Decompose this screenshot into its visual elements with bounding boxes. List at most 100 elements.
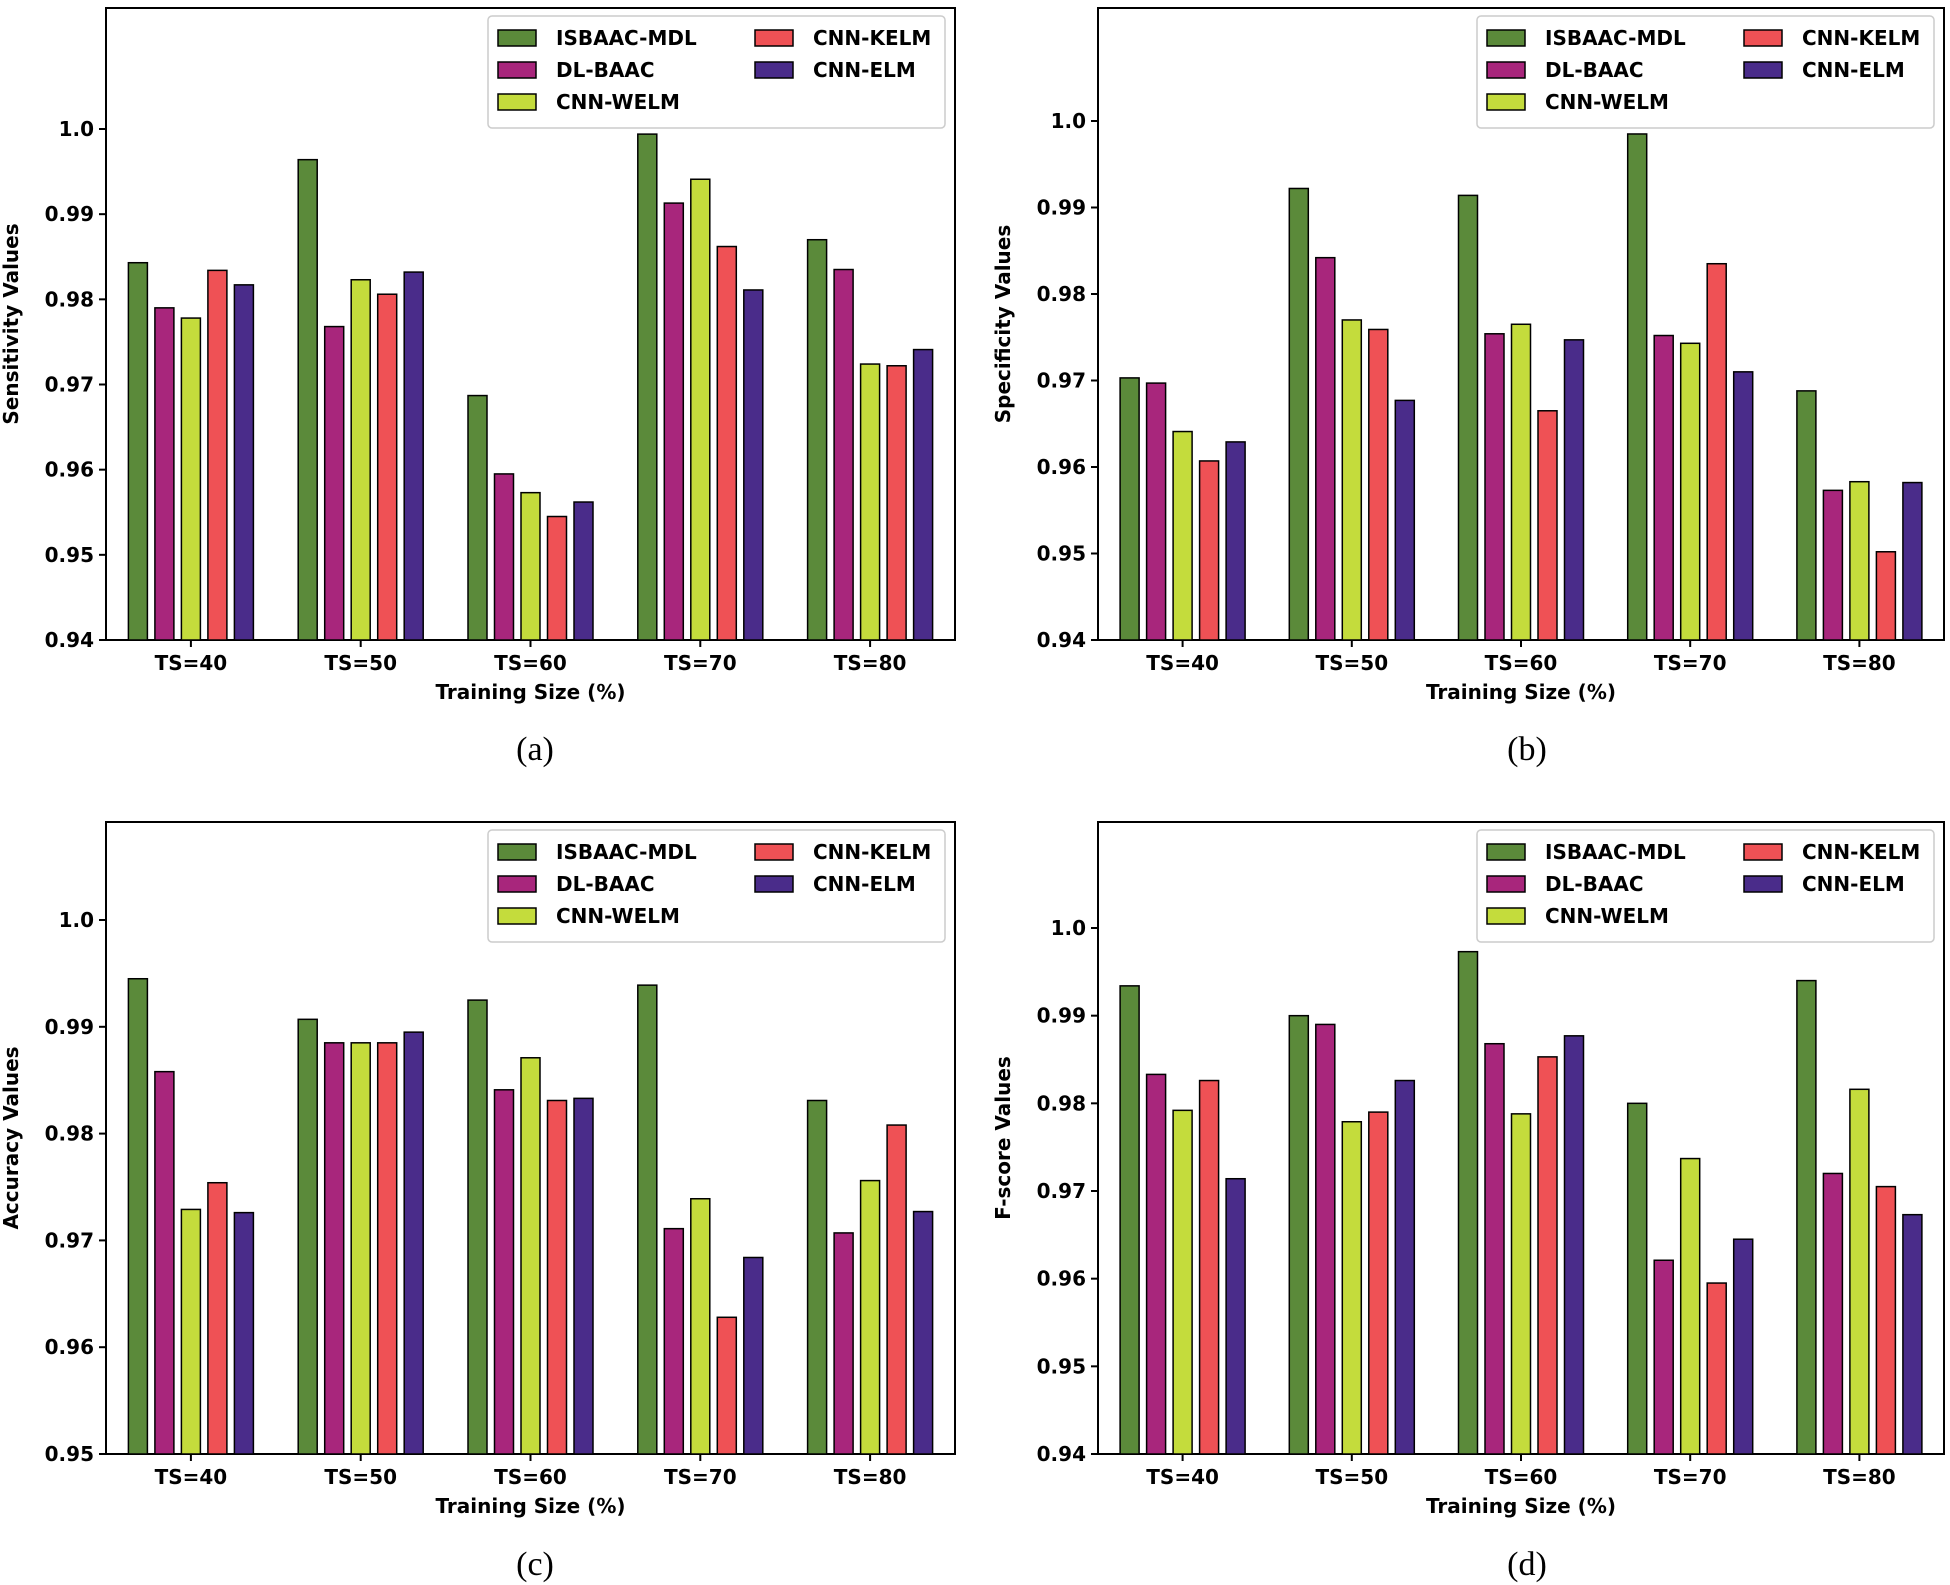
bar-cnn-kelm-ts70 (716, 245, 738, 641)
bar-cnn-elm-ts50 (403, 1031, 424, 1455)
x-tick-label: TS=60 (1485, 1465, 1558, 1489)
x-axis-label: Training Size (%) (1426, 1494, 1616, 1518)
bar-cnn-kelm-ts40 (207, 1181, 228, 1455)
bar-isbaac-mdl-ts50 (1288, 1014, 1310, 1455)
x-tick-label: TS=60 (1485, 651, 1558, 675)
y-tick-label: 0.97 (1037, 1179, 1086, 1203)
chart-panel-2: 0.94 0.95 0.96 0.97 0.98 0.99 1.0 TS=40 TS=50 TS=… (991, 7, 1945, 768)
legend-label: DL-BAAC (1545, 872, 1644, 896)
y-tick-label: 0.96 (45, 458, 94, 482)
bar-cnn-kelm-ts80 (1875, 551, 1897, 641)
bar-dl-baac-ts40 (1145, 382, 1167, 641)
y-tick-label: 0.96 (1037, 1267, 1086, 1291)
legend-swatch (1743, 61, 1783, 79)
y-tick-label: 0.99 (1037, 1004, 1086, 1028)
x-tick-label: TS=50 (324, 1465, 397, 1489)
legend-label: CNN-ELM (1802, 58, 1905, 82)
y-tick-label: 1.0 (59, 117, 94, 141)
bar-cnn-welm-ts40 (180, 317, 202, 641)
y-tick-label: 0.95 (45, 1442, 94, 1466)
bar-cnn-welm-ts70 (1679, 1157, 1701, 1455)
bar-isbaac-mdl-ts50 (1288, 187, 1310, 641)
bar-dl-baac-ts80 (833, 1232, 854, 1455)
legend-label: DL-BAAC (1545, 58, 1644, 82)
legend-label: ISBAAC-MDL (1545, 840, 1686, 864)
legend-swatch (1743, 843, 1783, 861)
legend-swatch (754, 875, 794, 893)
legend: ISBAAC-MDL DL-BAAC CNN-WELM CNN-KELM CNN-ELM (487, 15, 946, 129)
x-tick-label: TS=80 (1823, 651, 1896, 675)
legend-label: CNN-WELM (556, 90, 680, 114)
bar-cnn-welm-ts50 (350, 1042, 371, 1455)
legend-swatch (1486, 843, 1526, 861)
bar-isbaac-mdl-ts80 (1796, 979, 1817, 1455)
legend-label: CNN-WELM (1545, 90, 1669, 114)
bar-isbaac-mdl-ts40 (1119, 377, 1140, 641)
x-tick-label: TS=70 (664, 1465, 737, 1489)
y-tick-label: 0.99 (45, 1015, 94, 1039)
y-tick-label: 1.0 (1051, 109, 1086, 133)
x-tick-label: TS=40 (155, 651, 228, 675)
legend-swatch (497, 907, 537, 925)
legend-frame (487, 829, 946, 943)
bar-cnn-kelm-ts70 (716, 1316, 738, 1455)
legend: ISBAAC-MDL DL-BAAC CNN-WELM CNN-KELM CNN-ELM (487, 829, 946, 943)
bar-isbaac-mdl-ts40 (1119, 985, 1140, 1455)
legend-label: DL-BAAC (556, 872, 655, 896)
bar-cnn-kelm-ts80 (886, 365, 907, 641)
panel-caption: (c) (516, 1546, 554, 1583)
bar-isbaac-mdl-ts80 (1796, 390, 1817, 641)
chart-panel-4: 0.94 0.95 0.96 0.97 0.98 0.99 1.0 TS=40 TS=50 TS=… (991, 821, 1945, 1583)
bar-cnn-kelm-ts60 (1537, 410, 1558, 641)
legend-label: DL-BAAC (556, 58, 655, 82)
bar-dl-baac-ts80 (833, 268, 854, 641)
bar-isbaac-mdl-ts70 (637, 984, 658, 1455)
bar-cnn-elm-ts80 (1902, 481, 1923, 641)
bar-cnn-welm-ts50 (350, 278, 371, 641)
y-tick-label: 0.95 (1037, 542, 1086, 566)
x-axis-label: Training Size (%) (435, 680, 625, 704)
y-tick-label: 0.97 (45, 1228, 94, 1252)
panel-caption: (d) (1507, 1546, 1547, 1583)
legend-swatch (1486, 875, 1526, 893)
bar-cnn-elm-ts80 (912, 348, 934, 641)
legend-label: CNN-KELM (813, 840, 931, 864)
bar-cnn-elm-ts80 (1902, 1213, 1923, 1455)
x-tick-label: TS=80 (1823, 1465, 1896, 1489)
x-tick-label: TS=70 (1654, 651, 1727, 675)
bar-dl-baac-ts50 (323, 1042, 345, 1455)
bar-cnn-welm-ts60 (520, 1057, 541, 1455)
y-tick-label: 0.99 (45, 202, 94, 226)
legend-label: CNN-KELM (813, 26, 931, 50)
bar-isbaac-mdl-ts70 (1626, 1102, 1648, 1455)
x-tick-label: TS=70 (664, 651, 737, 675)
bar-isbaac-mdl-ts60 (1457, 194, 1479, 641)
bar-cnn-welm-ts70 (690, 178, 711, 641)
y-tick-label: 0.98 (45, 287, 94, 311)
bar-isbaac-mdl-ts80 (806, 1099, 828, 1455)
bar-dl-baac-ts60 (493, 473, 515, 641)
y-tick-label: 0.98 (1037, 282, 1086, 306)
x-tick-label: TS=40 (155, 1465, 228, 1489)
bar-isbaac-mdl-ts50 (297, 158, 318, 641)
x-tick-label: TS=60 (494, 1465, 567, 1489)
legend-swatch (1486, 29, 1526, 47)
bar-cnn-kelm-ts40 (207, 269, 228, 641)
legend-frame (487, 15, 946, 129)
bar-dl-baac-ts40 (154, 307, 175, 641)
bar-cnn-welm-ts50 (1341, 1120, 1363, 1455)
y-tick-label: 1.0 (59, 908, 94, 932)
bar-cnn-kelm-ts50 (376, 293, 398, 641)
bar-cnn-elm-ts70 (743, 1256, 764, 1455)
legend-swatch (497, 61, 537, 79)
bar-cnn-elm-ts80 (912, 1210, 934, 1455)
bar-cnn-elm-ts60 (1563, 1035, 1585, 1455)
x-axis-label: Training Size (%) (1426, 680, 1616, 704)
y-tick-label: 0.98 (45, 1122, 94, 1146)
bar-cnn-welm-ts70 (1679, 342, 1701, 641)
x-tick-label: TS=40 (1146, 1465, 1219, 1489)
bar-cnn-kelm-ts40 (1198, 1079, 1220, 1455)
legend-label: ISBAAC-MDL (1545, 26, 1686, 50)
panel-caption: (b) (1507, 731, 1547, 768)
